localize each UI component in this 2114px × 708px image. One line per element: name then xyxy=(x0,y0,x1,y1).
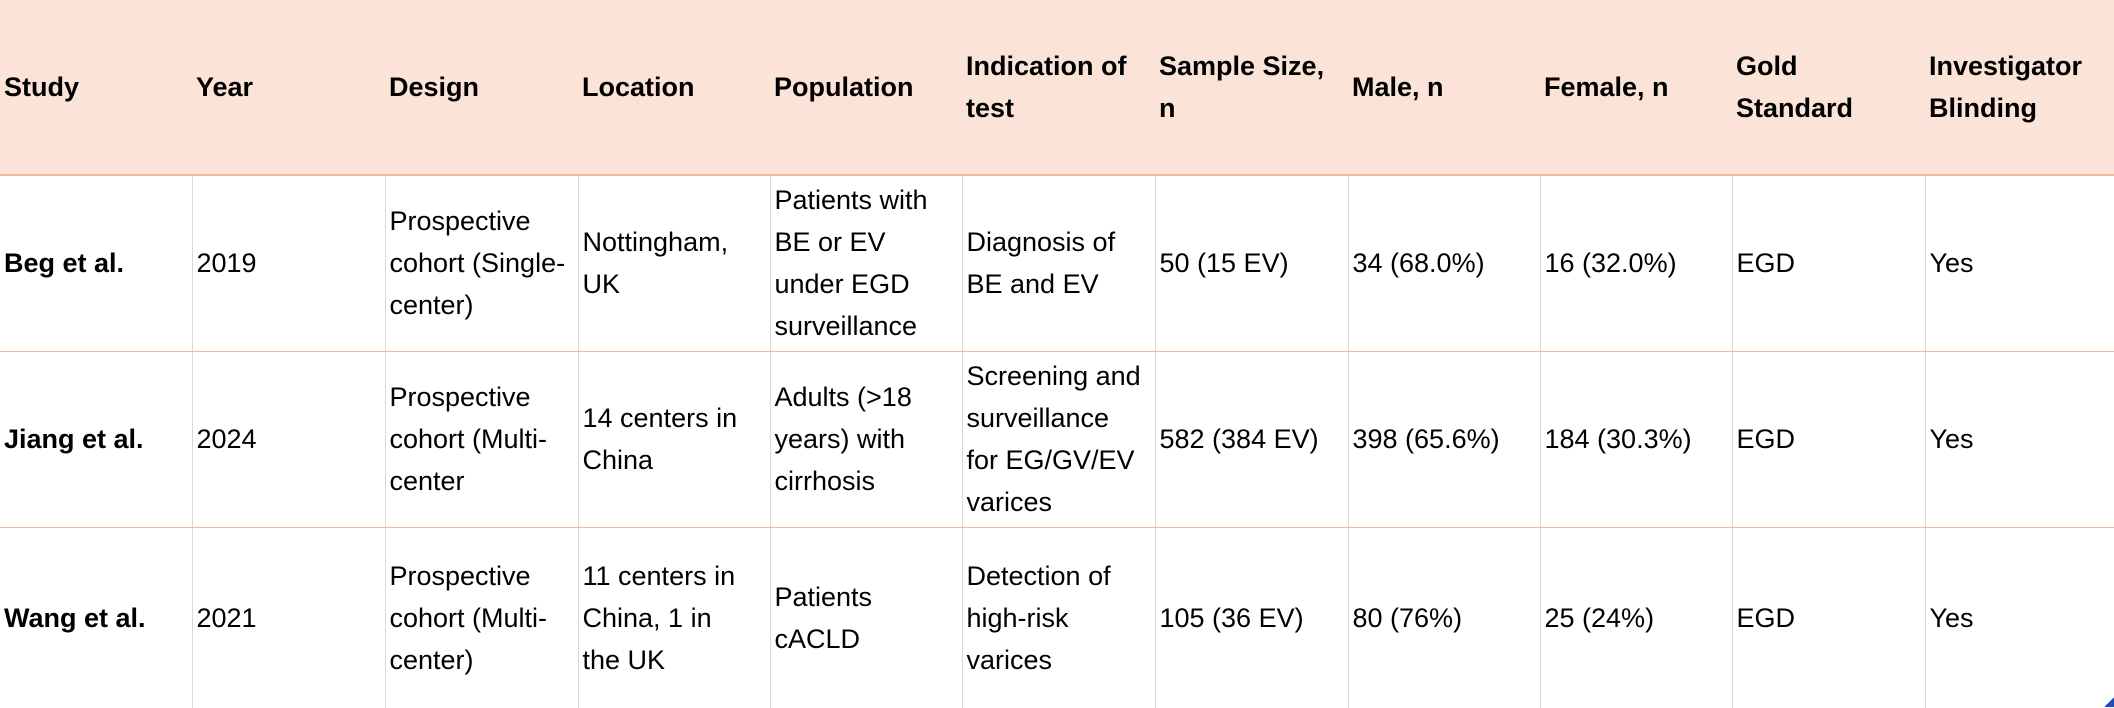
header-design: Design xyxy=(385,0,578,176)
cell-indication: Detection of high-risk varices xyxy=(961,527,1155,708)
cell-location: 14 centers in China xyxy=(577,351,770,528)
cell-study: Beg et al. xyxy=(0,175,192,352)
cell-study: Jiang et al. xyxy=(0,351,192,528)
header-location: Location xyxy=(578,0,770,176)
cell-blinding: Yes xyxy=(1924,175,2114,352)
cell-blinding: Yes xyxy=(1924,527,2114,708)
header-population: Population xyxy=(770,0,962,176)
table-row: Jiang et al. 2024 Prospective cohort (Mu… xyxy=(0,351,2114,528)
table-row: Beg et al. 2019 Prospective cohort (Sing… xyxy=(0,175,2114,352)
header-gold-standard: Gold Standard xyxy=(1732,0,1925,176)
header-male: Male, n xyxy=(1348,0,1540,176)
header-indication: Indication of test xyxy=(962,0,1155,176)
cell-male: 398 (65.6%) xyxy=(1347,351,1540,528)
header-female: Female, n xyxy=(1540,0,1732,176)
cell-design: Prospective cohort (Multi- center) xyxy=(384,527,578,708)
cell-male: 80 (76%) xyxy=(1347,527,1540,708)
cell-location: Nottingham, UK xyxy=(577,175,770,352)
cell-gold-standard: EGD xyxy=(1731,527,1925,708)
cell-year: 2021 xyxy=(191,527,385,708)
cell-indication: Diagnosis of BE and EV xyxy=(961,175,1155,352)
cell-population: Adults (>18 years) with cirrhosis xyxy=(769,351,962,528)
cell-gold-standard: EGD xyxy=(1731,175,1925,352)
cell-female: 184 (30.3%) xyxy=(1539,351,1732,528)
table-row: Wang et al. 2021 Prospective cohort (Mul… xyxy=(0,527,2114,708)
cell-sample-size: 105 (36 EV) xyxy=(1154,527,1348,708)
header-sample-size: Sample Size, n xyxy=(1155,0,1348,176)
cell-sample-size: 50 (15 EV) xyxy=(1154,175,1348,352)
cell-sample-size: 582 (384 EV) xyxy=(1154,351,1348,528)
header-year: Year xyxy=(192,0,385,176)
cell-location: 11 centers in China, 1 in the UK xyxy=(577,527,770,708)
header-row: Study Year Design Location Population In… xyxy=(0,0,2114,176)
selection-corner-marker xyxy=(2104,697,2114,707)
cell-blinding: Yes xyxy=(1924,351,2114,528)
cell-population: Patients with BE or EV under EGD surveil… xyxy=(769,175,962,352)
cell-year: 2024 xyxy=(191,351,385,528)
cell-indication: Screening and surveillance for EG/GV/EV … xyxy=(961,351,1155,528)
cell-year: 2019 xyxy=(191,175,385,352)
cell-male: 34 (68.0%) xyxy=(1347,175,1540,352)
cell-gold-standard: EGD xyxy=(1731,351,1925,528)
cell-population: Patients cACLD xyxy=(769,527,962,708)
header-study: Study xyxy=(0,0,192,176)
cell-study: Wang et al. xyxy=(4,602,146,633)
cell-design: Prospective cohort (Single- center) xyxy=(384,175,578,352)
cell-design: Prospective cohort (Multi- center xyxy=(384,351,578,528)
cell-female: 16 (32.0%) xyxy=(1539,175,1732,352)
header-investigator-blinding: Investigator Blinding xyxy=(1925,0,2114,176)
cell-female: 25 (24%) xyxy=(1539,527,1732,708)
